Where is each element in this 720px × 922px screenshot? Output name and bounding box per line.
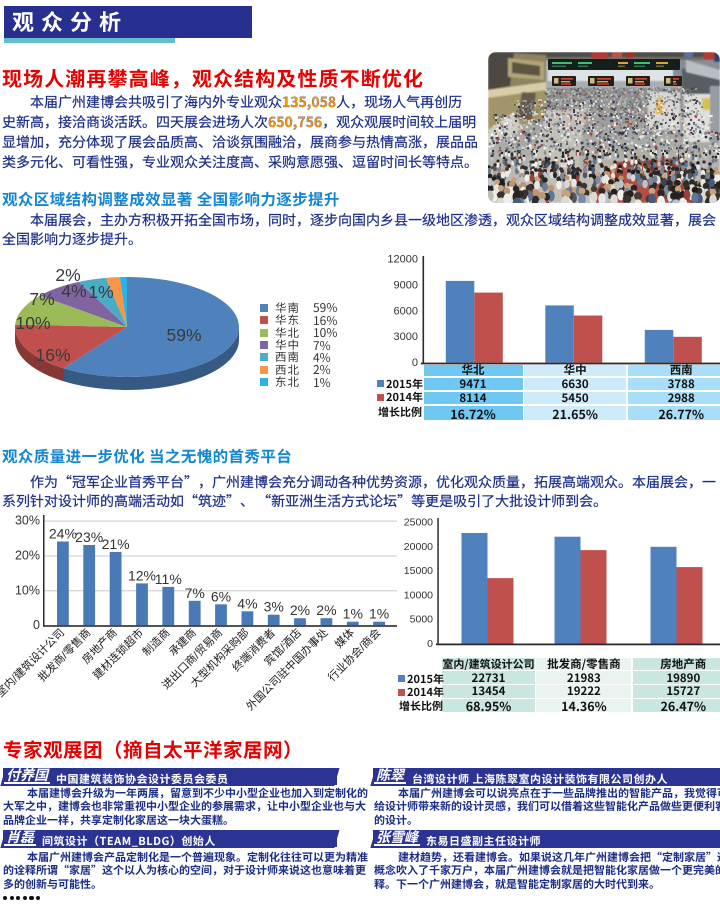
svg-text:12000: 12000 [387, 254, 418, 266]
svg-text:0: 0 [412, 357, 418, 369]
svg-text:25000: 25000 [404, 517, 433, 529]
svg-text:10%: 10% [15, 313, 50, 333]
svg-text:20000: 20000 [404, 541, 433, 553]
svg-text:1%: 1% [343, 606, 363, 622]
svg-text:21%: 21% [102, 536, 130, 552]
svg-text:0: 0 [427, 638, 433, 650]
svg-text:2%: 2% [55, 265, 80, 285]
svg-text:10%: 10% [15, 583, 40, 597]
svg-text:20%: 20% [15, 549, 40, 563]
svg-text:3%: 3% [264, 599, 284, 615]
svg-text:12%: 12% [128, 567, 156, 583]
svg-text:30%: 30% [15, 514, 40, 528]
svg-text:6%: 6% [211, 588, 231, 604]
svg-text:2%: 2% [316, 602, 336, 618]
svg-text:24%: 24% [49, 526, 77, 542]
svg-text:9000: 9000 [394, 279, 418, 291]
svg-text:15000: 15000 [404, 565, 433, 577]
svg-text:10000: 10000 [404, 589, 433, 601]
svg-text:4%: 4% [237, 595, 257, 611]
svg-text:59%: 59% [166, 325, 201, 345]
svg-text:3000: 3000 [394, 331, 418, 343]
svg-text:0: 0 [33, 618, 40, 632]
svg-text:6000: 6000 [394, 305, 418, 317]
svg-text:7%: 7% [29, 289, 54, 309]
svg-text:1%: 1% [88, 282, 113, 302]
svg-text:11%: 11% [155, 571, 182, 587]
svg-text:23%: 23% [75, 529, 103, 545]
svg-text:7%: 7% [185, 585, 205, 601]
svg-text:16%: 16% [35, 345, 70, 365]
svg-text:2%: 2% [290, 602, 310, 618]
svg-text:制造商: 制造商 [140, 626, 173, 659]
svg-text:1%: 1% [369, 606, 389, 622]
svg-text:5000: 5000 [410, 614, 434, 626]
